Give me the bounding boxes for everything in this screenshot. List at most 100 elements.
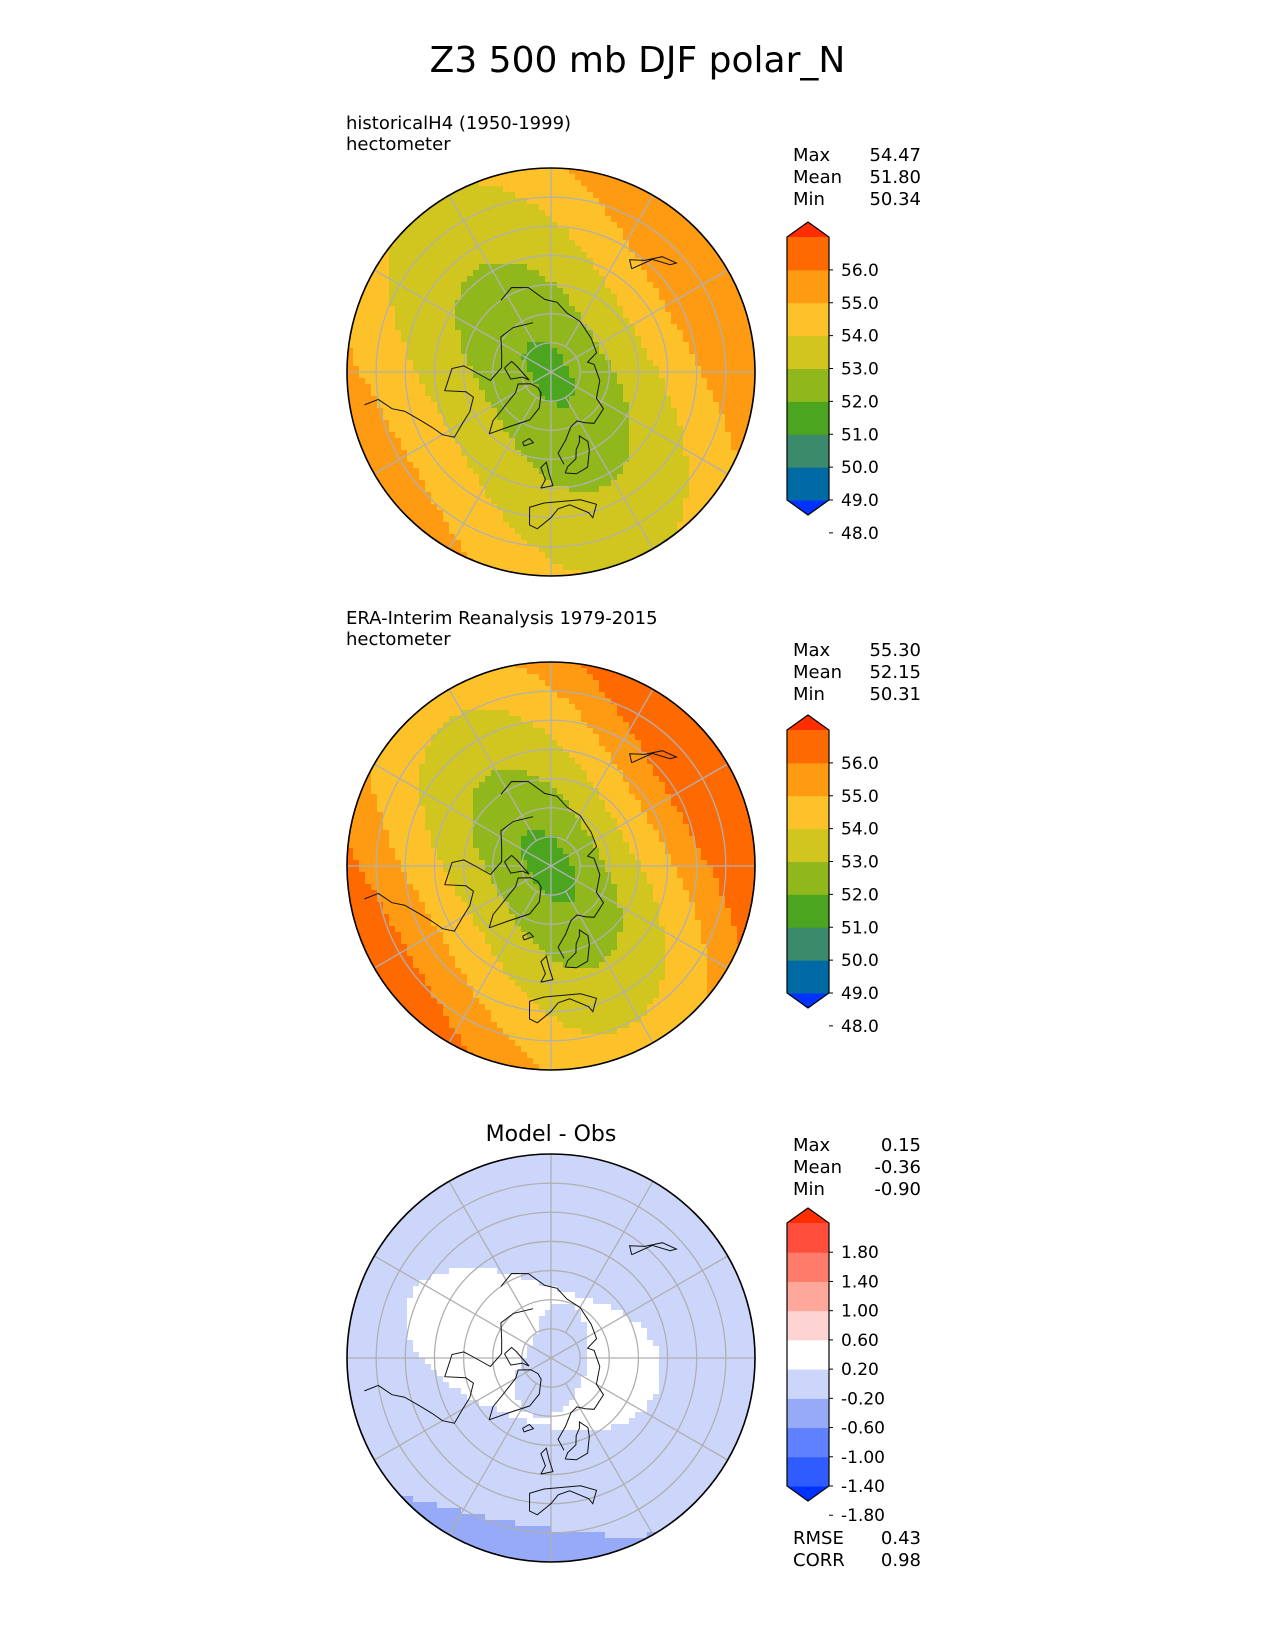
coastline: [540, 1447, 554, 1475]
panel1-units: hectometer: [346, 134, 451, 155]
colorbar-segment: [787, 894, 829, 928]
map-panel-2: 56.0 55.0 54.0 53.0 52.0 51.0 50.0 49.0 48.0: [346, 661, 879, 1071]
coastline: [528, 499, 598, 530]
coastline: [522, 437, 535, 447]
stat-label: Max: [793, 145, 831, 166]
meridian-line: [565, 890, 654, 1043]
meridian-line: [374, 1372, 527, 1461]
metric-value: 0.43: [880, 1528, 921, 1549]
colorbar-tick-label: 56.0: [841, 261, 879, 281]
coastline: [504, 854, 530, 875]
meridian-line: [575, 880, 728, 969]
meridian-line: [550, 371, 577, 388]
stat-label: Max: [793, 1135, 831, 1156]
colorbar-segment: [787, 401, 829, 435]
meridian-line: [374, 269, 527, 358]
stat-value: 51.80: [869, 167, 921, 188]
meridian-line: [374, 763, 527, 852]
colorbar-extend-max: [787, 715, 829, 730]
colorbar-tick-label: 54.0: [841, 820, 879, 840]
colorbar-tick-label: 51.0: [841, 425, 879, 445]
colorbar-segment: [787, 237, 829, 271]
colorbar-tick-label: 50.0: [841, 951, 879, 971]
colorbar-tick-label: 1.40: [841, 1272, 879, 1292]
colorbar-segment: [787, 1252, 829, 1282]
meridian-line: [575, 763, 728, 852]
panel2-stats: Max 55.30 Mean 52.15 Min 50.31: [793, 640, 921, 706]
coastline: [522, 1423, 535, 1433]
coastlines: [364, 750, 678, 1024]
graticule: [347, 662, 755, 1070]
coastline: [540, 461, 554, 489]
coastline: [364, 816, 534, 932]
colorbar-tick-label: 52.0: [841, 392, 879, 412]
stat-value: 0.15: [880, 1135, 921, 1156]
colorbar-tick-label: 0.60: [841, 1331, 879, 1351]
stat-label: Max: [793, 640, 831, 661]
colorbar-segment: [787, 467, 829, 501]
meridian-line: [374, 386, 527, 475]
panel1-stats: Max 54.47 Mean 51.80 Min 50.34: [793, 145, 921, 211]
colorbar-segment: [787, 269, 829, 304]
colorbar-tick-label: -1.00: [841, 1448, 885, 1468]
panel2-title-line1: ERA-Interim Reanalysis 1979-2015: [346, 608, 658, 629]
coastline: [522, 931, 535, 941]
map-boundary: [346, 661, 756, 1071]
colorbar-tick-label: 48.0: [841, 1017, 879, 1037]
colorbar-extend-min: [787, 993, 829, 1008]
colorbar-3: 1.80 1.40 1.00 0.60 0.20 -0.20 -0.60 -1.00 -1.40…: [786, 1207, 885, 1526]
colorbar-segment: [787, 302, 829, 337]
colorbar-segment: [787, 828, 829, 862]
colorbar-tick-label: 55.0: [841, 294, 879, 314]
meridian-line: [550, 865, 577, 882]
stat-label: Min: [793, 189, 825, 210]
colorbar-tick-label: 49.0: [841, 491, 879, 511]
map-panel-3: 1.80 1.40 1.00 0.60 0.20 -0.20 -0.60 -1.00 -1.40…: [346, 1153, 885, 1563]
stat-label: Mean: [793, 662, 843, 683]
panel3-metrics: RMSE 0.43 CORR 0.98: [793, 1528, 921, 1572]
colorbar-tick-label: -1.80: [841, 1506, 885, 1526]
coastline: [500, 286, 605, 465]
coastline: [540, 955, 554, 983]
colorbar-tick-label: 49.0: [841, 984, 879, 1004]
meridian-line: [565, 396, 654, 549]
coastline: [628, 750, 678, 764]
colorbar-segment: [787, 1369, 829, 1399]
coastline: [488, 1369, 542, 1421]
colorbar-segment: [787, 1339, 829, 1370]
colorbar-tick-label: 50.0: [841, 458, 879, 478]
coastline: [528, 993, 598, 1024]
map-boundary: [346, 1153, 756, 1563]
colorbar-segment: [787, 368, 829, 402]
meridian-line: [448, 689, 537, 842]
meridian-line: [575, 269, 728, 358]
metric-value: 0.98: [880, 1550, 921, 1571]
colorbar-segment: [787, 960, 829, 994]
meridian-line: [565, 1382, 654, 1535]
colorbar-tick-label: -0.20: [841, 1389, 885, 1409]
colorbar-tick-label: 53.0: [841, 853, 879, 873]
meridian-line: [525, 850, 552, 867]
colorbar-segment: [787, 434, 829, 468]
meridian-line: [550, 356, 577, 373]
colorbar-tick-label: 48.0: [841, 524, 879, 544]
stat-value: 55.30: [869, 640, 921, 661]
coastline: [488, 877, 542, 929]
map-panel-1: 56.0 55.0 54.0 53.0 52.0 51.0 50.0 49.0 48.0: [346, 167, 879, 577]
coastline: [564, 928, 590, 969]
colorbar-tick-label: -1.40: [841, 1477, 885, 1497]
coastline: [628, 1242, 678, 1256]
colorbar-segment: [787, 927, 829, 961]
stat-value: 50.31: [869, 684, 921, 705]
colorbar-segment: [787, 1310, 829, 1341]
meridian-line: [525, 1342, 552, 1359]
meridian-line: [448, 195, 537, 348]
stat-label: Min: [793, 684, 825, 705]
coastline: [500, 780, 605, 959]
meridian-line: [575, 1255, 728, 1344]
colorbar-segment: [787, 795, 829, 830]
coastline: [488, 383, 542, 435]
metric-label: CORR: [793, 1550, 845, 1571]
meridian-line: [550, 850, 577, 867]
